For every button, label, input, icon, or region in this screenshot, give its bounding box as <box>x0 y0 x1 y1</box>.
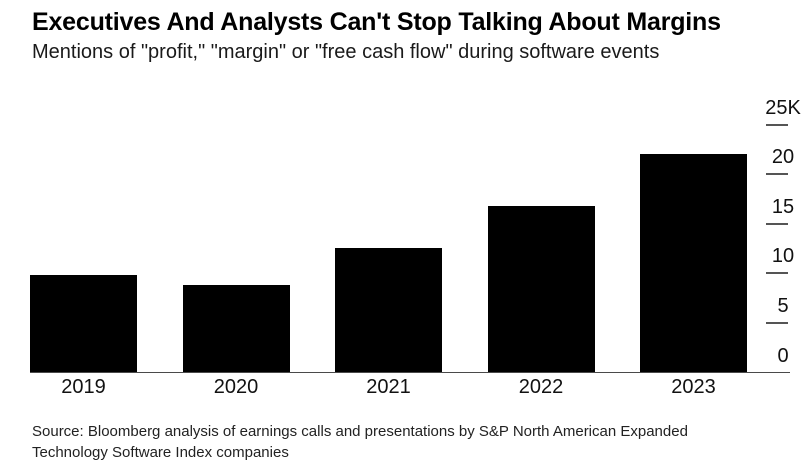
y-axis-label-20: 20 <box>771 146 795 169</box>
bar-2019 <box>30 275 137 373</box>
x-axis-baseline <box>30 372 790 373</box>
source-line: Technology Software Index companies <box>32 444 289 461</box>
y-axis-tick-20 <box>766 173 788 176</box>
y-axis-label-15: 15 <box>771 195 795 218</box>
bar-2022 <box>487 205 595 373</box>
chart-title: Executives And Analysts Can't Stop Talki… <box>32 8 721 36</box>
x-axis-label-2022: 2022 <box>518 376 564 398</box>
chart-subtitle: Mentions of "profit," "margin" or "free … <box>32 41 660 63</box>
y-axis-tick-10 <box>766 272 788 275</box>
bar-2020 <box>182 285 290 373</box>
x-axis-label-2023: 2023 <box>671 376 716 398</box>
y-axis-label-0: 0 <box>777 344 789 367</box>
y-axis-tick-15 <box>766 222 788 225</box>
bar-2023 <box>640 154 747 373</box>
y-axis-tick-5 <box>766 321 788 324</box>
y-axis-label-5: 5 <box>777 294 789 317</box>
bar-2021 <box>335 247 442 373</box>
x-axis-label-2019: 2019 <box>61 376 106 398</box>
y-axis-tick-25K <box>766 123 788 126</box>
y-axis-label-10: 10 <box>771 245 795 268</box>
source-line: Source: Bloomberg analysis of earnings c… <box>32 423 688 440</box>
y-axis-label-25K: 25K <box>765 96 801 119</box>
source-note: Source: Bloomberg analysis of earnings c… <box>32 421 688 463</box>
x-axis-label-2021: 2021 <box>366 376 411 398</box>
x-axis-label-2020: 2020 <box>213 376 259 398</box>
